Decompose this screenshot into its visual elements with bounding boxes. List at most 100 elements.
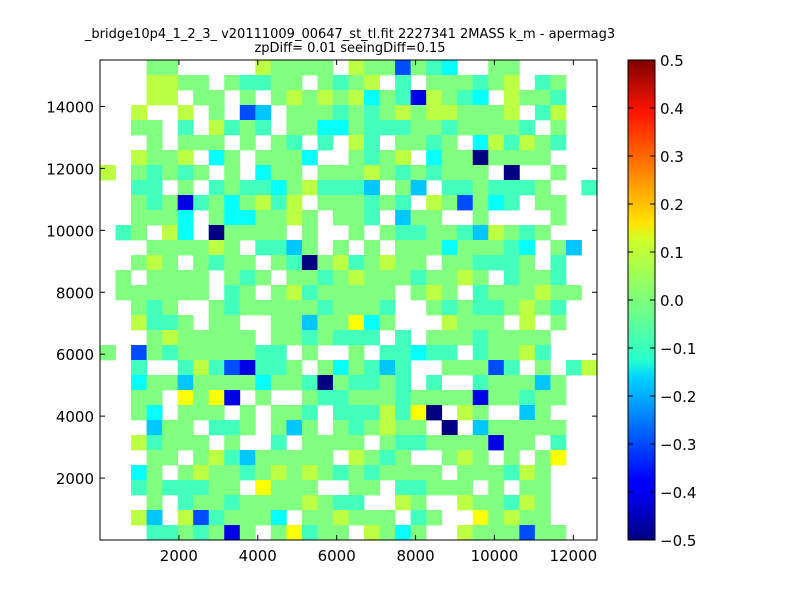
heatmap-cell [441,360,458,376]
heatmap-cell [348,420,365,436]
heatmap-cell [255,165,272,181]
heatmap-cell [441,330,458,346]
heatmap-cell [488,510,505,526]
heatmap-cell [317,450,334,466]
heatmap-cell [519,435,536,451]
heatmap-cell [426,285,443,301]
heatmap-cell [519,135,536,151]
heatmap-cell [426,135,443,151]
heatmap-cell [131,285,147,301]
heatmap-cell [364,360,380,376]
heatmap-cell [379,195,396,211]
heatmap-cell [146,60,163,76]
heatmap-cell [193,195,210,211]
heatmap-cell [131,435,147,451]
heatmap-cell [146,345,163,361]
heatmap-cell [224,450,241,466]
heatmap-cell [488,375,505,391]
heatmap-cell [301,120,318,136]
heatmap-cell [208,255,225,271]
heatmap-cell [364,285,380,301]
heatmap-cell [395,465,412,481]
heatmap-cell [550,420,567,436]
heatmap-cell [348,390,365,406]
heatmap-cell [286,300,303,316]
heatmap-cell [270,90,287,106]
heatmap-cell [239,420,256,436]
heatmap-cell [348,465,365,481]
heatmap-cell [410,510,427,526]
heatmap-cell [519,240,536,256]
heatmap-cell [177,150,194,166]
heatmap-cell [208,210,225,226]
heatmap-cell [379,270,396,286]
heatmap-cell [255,105,272,121]
heatmap-cell [364,135,380,151]
heatmap-cell [472,225,489,241]
heatmap-cell [457,165,474,181]
heatmap-cell [441,315,458,331]
heatmap-cell [332,465,349,481]
heatmap-cell [488,195,505,211]
heatmap-cell [503,495,520,511]
heatmap-cell [410,90,427,106]
heatmap-cell [224,225,241,241]
heatmap-cell [410,60,427,76]
heatmap-cell [441,225,458,241]
heatmap-cell [348,315,365,331]
heatmap-cell [364,75,380,91]
heatmap-cell [286,375,303,391]
heatmap-cell [208,525,225,541]
heatmap-cell [534,135,551,151]
x-tick-label: 8000 [396,547,434,565]
heatmap-cell [519,480,536,496]
heatmap-cell [270,180,287,196]
heatmap-cell [348,450,365,466]
heatmap-cell [534,300,551,316]
heatmap-cell [131,315,147,331]
heatmap-cell [534,405,551,421]
heatmap-cell [208,360,225,376]
heatmap-cell [317,90,334,106]
heatmap-cell [395,270,412,286]
heatmap-cell [224,210,241,226]
heatmap-cell [317,120,334,136]
colorbar-tick-label: 0.3 [660,148,684,166]
heatmap-cell [534,510,551,526]
heatmap-cell [162,450,179,466]
heatmap-cell [255,390,272,406]
heatmap-cell [255,270,272,286]
heatmap-cell [441,60,458,76]
heatmap-cell [519,255,536,271]
heatmap-cell [131,195,147,211]
heatmap-cell [364,450,380,466]
heatmap-cell [162,240,179,256]
heatmap-cell [332,330,349,346]
heatmap-cell [177,510,194,526]
heatmap-cell [364,405,380,421]
heatmap-cell [193,165,210,181]
heatmap-cell [131,165,147,181]
heatmap-cell [301,255,318,271]
heatmap-cell [457,180,474,196]
heatmap-cell [224,480,241,496]
heatmap-cell [488,525,505,541]
heatmap-cell [519,390,536,406]
heatmap-cell [255,240,272,256]
heatmap-cell [332,285,349,301]
heatmap-cell [348,405,365,421]
heatmap-cell [317,285,334,301]
heatmap-cell [208,240,225,256]
heatmap-cell [441,345,458,361]
heatmap-cell [270,345,287,361]
heatmap-cell [115,285,132,301]
heatmap-cell [162,480,179,496]
heatmap-cell [410,420,427,436]
heatmap-cell [146,435,163,451]
heatmap-cell [239,330,256,346]
heatmap-cell [457,330,474,346]
heatmap-cell [348,105,365,121]
heatmap-cell [503,420,520,436]
heatmap-cell [270,240,287,256]
heatmap-cell [395,495,412,511]
